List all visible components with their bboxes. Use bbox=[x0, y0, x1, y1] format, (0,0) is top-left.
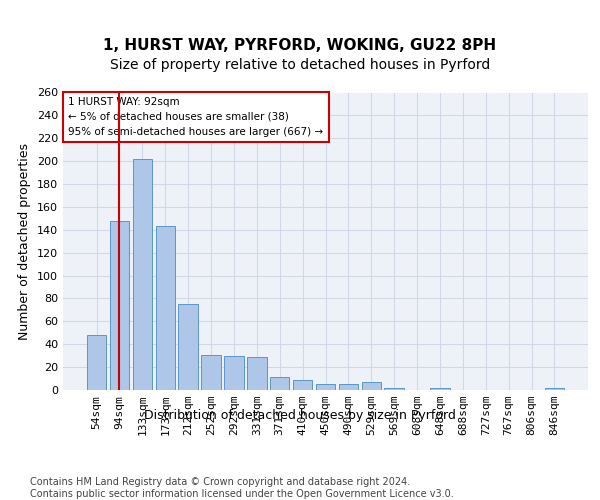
Bar bbox=[110, 220, 129, 390]
Bar bbox=[224, 356, 244, 390]
Bar bbox=[87, 335, 106, 390]
Text: Size of property relative to detached houses in Pyrford: Size of property relative to detached ho… bbox=[110, 58, 490, 72]
Text: Distribution of detached houses by size in Pyrford: Distribution of detached houses by size … bbox=[144, 409, 456, 422]
Bar bbox=[385, 388, 404, 390]
Bar bbox=[155, 226, 175, 390]
Bar bbox=[270, 378, 289, 390]
Bar bbox=[362, 382, 381, 390]
Bar bbox=[316, 384, 335, 390]
Text: 1, HURST WAY, PYRFORD, WOKING, GU22 8PH: 1, HURST WAY, PYRFORD, WOKING, GU22 8PH bbox=[103, 38, 497, 52]
Y-axis label: Number of detached properties: Number of detached properties bbox=[19, 143, 31, 340]
Text: 1 HURST WAY: 92sqm
← 5% of detached houses are smaller (38)
95% of semi-detached: 1 HURST WAY: 92sqm ← 5% of detached hous… bbox=[68, 97, 323, 136]
Bar bbox=[202, 354, 221, 390]
Bar bbox=[293, 380, 313, 390]
Bar bbox=[178, 304, 198, 390]
Bar bbox=[430, 388, 449, 390]
Text: Contains HM Land Registry data © Crown copyright and database right 2024.
Contai: Contains HM Land Registry data © Crown c… bbox=[30, 478, 454, 499]
Bar bbox=[545, 388, 564, 390]
Bar bbox=[247, 357, 266, 390]
Bar bbox=[338, 384, 358, 390]
Bar bbox=[133, 159, 152, 390]
